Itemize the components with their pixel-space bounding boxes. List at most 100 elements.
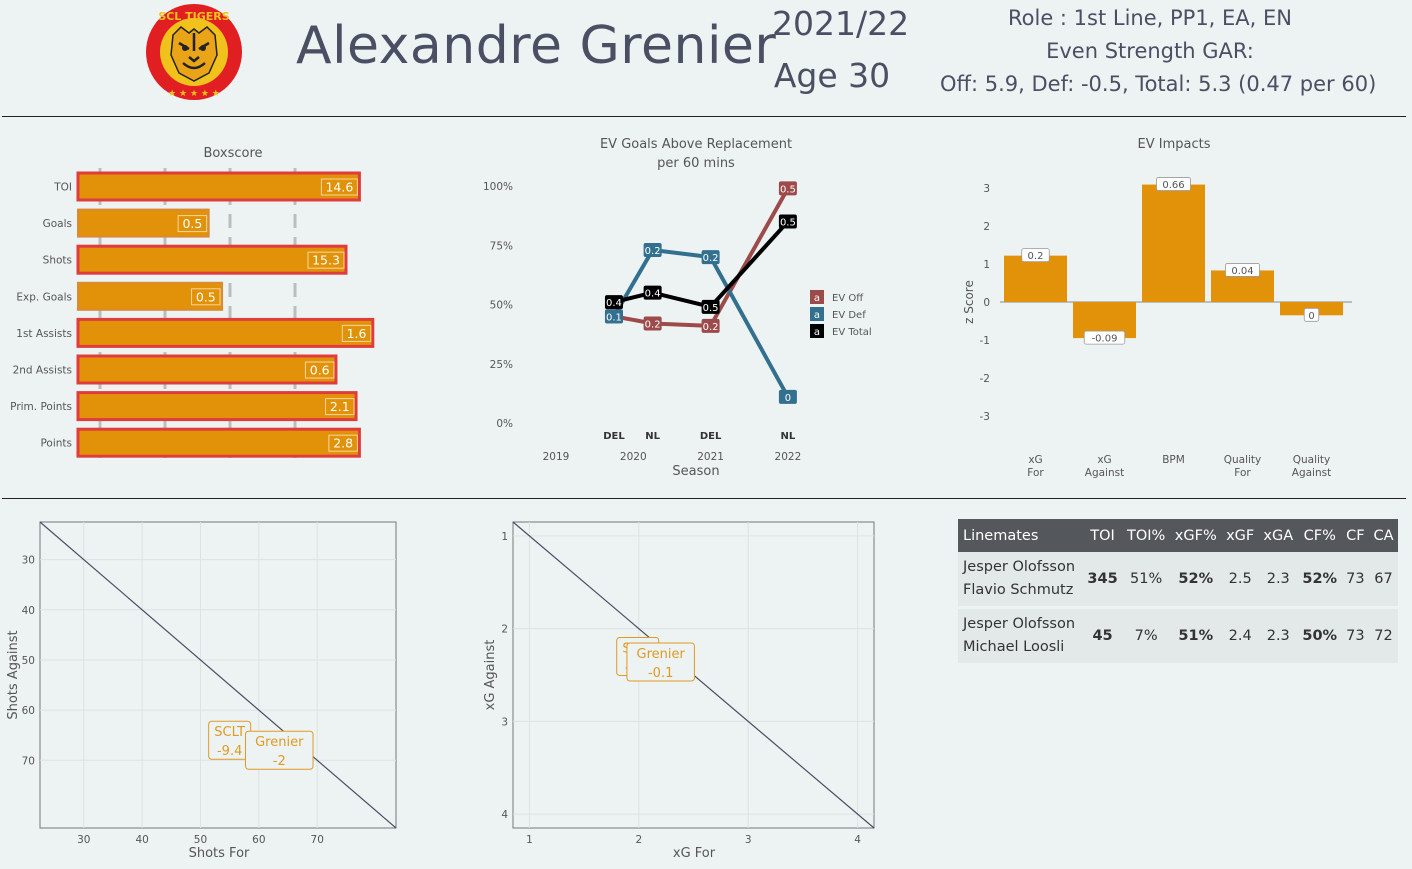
point-name-label: SCLT [214, 725, 245, 740]
series-line [613, 187, 790, 328]
bar [76, 427, 361, 458]
point-name-label: Grenier [255, 735, 304, 750]
bar [1142, 184, 1205, 302]
point-label-box [778, 181, 797, 196]
value-label: 0.6 [310, 363, 330, 378]
value-label: 0.04 [1231, 266, 1253, 277]
category-label: xG [1097, 454, 1111, 466]
x-tick-label: 2022 [775, 451, 802, 463]
point-label-box [643, 242, 662, 257]
value-label: 15.3 [312, 253, 340, 268]
cell-xgf-pct: 51% [1170, 607, 1222, 663]
value-label-box [191, 288, 221, 306]
cell-xga: 2.3 [1258, 607, 1298, 663]
value-label-box [1225, 263, 1260, 277]
col-toi-pct: TOI% [1122, 519, 1171, 552]
legend-label: EV Off [832, 293, 864, 304]
value-label: 0.66 [1162, 180, 1184, 191]
y-tick-label: 0% [496, 418, 513, 430]
bar [76, 391, 358, 422]
col-ca: CA [1369, 519, 1398, 552]
point-label: 0.2 [645, 246, 661, 257]
league-label: DEL [603, 431, 625, 442]
cell-cf-pct: 52% [1297, 552, 1342, 609]
cell-toi: 345 [1082, 552, 1123, 609]
table-row: Jesper Olofsson Flavio Schmutz 345 51% 52… [958, 552, 1398, 609]
gar-legend: a EV Off a EV Def a EV Total [810, 290, 872, 338]
bar [76, 171, 361, 202]
gar-subtitle: per 60 mins [657, 156, 735, 171]
bar [76, 354, 338, 385]
plot-frame [512, 521, 875, 829]
value-label-box [1083, 330, 1126, 345]
impacts-title: EV Impacts [1138, 137, 1211, 152]
divider-top [2, 116, 1406, 117]
point-label-box [701, 318, 720, 333]
value-label-box [1303, 307, 1320, 322]
team-logo: SCL TIGERS ★ ★ ★ ★ ★ [146, 4, 242, 100]
point-label: 0.4 [645, 289, 661, 300]
value-label-box [328, 434, 358, 452]
svg-text:★ ★ ★ ★ ★: ★ ★ ★ ★ ★ [168, 89, 220, 99]
value-label: 0.5 [196, 289, 216, 304]
bar [76, 317, 375, 348]
y-tick-label: 75% [490, 240, 513, 252]
legend-swatch-text: a [814, 310, 820, 321]
role-line: Role : 1st Line, PP1, EA, EN [1007, 6, 1292, 30]
x-tick-label: 30 [77, 834, 90, 846]
gar-heading: Even Strength GAR: [1046, 39, 1254, 63]
y-tick-label: 2 [983, 221, 990, 233]
category-label: Against [1085, 467, 1124, 479]
value-label: 0 [1308, 311, 1314, 322]
x-tick-label: 2 [635, 834, 642, 846]
point-label-box [643, 316, 662, 331]
point-label-box [701, 250, 720, 265]
point-label-box [701, 299, 720, 314]
category-label: Points [40, 438, 72, 450]
series-line [613, 220, 790, 309]
y-tick-label: 1 [983, 259, 990, 271]
table-header-row: Linemates TOI TOI% xGF% xGF xGA CF% CF C… [958, 519, 1398, 552]
category-label: For [1027, 467, 1044, 479]
point-label-box [778, 389, 797, 404]
category-label: BPM [1162, 454, 1185, 466]
cell-xga: 2.3 [1258, 552, 1298, 609]
cell-toi-pct: 7% [1122, 607, 1171, 663]
point-name-label: Grenier [637, 647, 686, 662]
boxscore-bars: TOI 14.6 Goals 0.5 Shots 15.3 Exp. Goals 0.5 1st… [10, 171, 375, 458]
cell-cf: 73 [1341, 607, 1370, 663]
x-tick-label: 60 [252, 834, 265, 846]
legend-swatch [810, 290, 824, 304]
category-label: Against [1292, 467, 1331, 479]
age-label: Age 30 [773, 56, 891, 95]
value-label-box [177, 215, 208, 233]
point-label: 0.2 [645, 319, 661, 330]
bar [76, 244, 348, 275]
linemate-names: Jesper Olofsson Michael Loosli [958, 607, 1083, 663]
point-value-label: -0.1 [648, 666, 673, 681]
league-label: DEL [700, 431, 722, 442]
category-label: Goals [43, 218, 72, 230]
category-label: 2nd Assists [13, 365, 72, 377]
value-label-box [307, 251, 345, 269]
league-label: NL [645, 431, 660, 442]
cell-xgf: 2.5 [1221, 552, 1259, 609]
legend-swatch-text: a [814, 327, 820, 338]
point-label-box [626, 642, 695, 682]
y-tick-label: 4 [501, 809, 508, 821]
cell-cf-pct: 50% [1297, 607, 1342, 663]
impacts-bars: -3-2-101230.2xGFor-0.09xGAgainst0.66BPM0… [980, 177, 1352, 479]
col-toi: TOI [1082, 519, 1123, 552]
point-label-box [604, 295, 623, 310]
cell-ca: 72 [1369, 607, 1398, 663]
legend-label: EV Def [832, 310, 866, 321]
point-label: 0.5 [780, 218, 796, 229]
category-label: Quality [1224, 454, 1262, 466]
col-xgf: xGF [1221, 519, 1259, 552]
category-label: Shots [43, 255, 72, 267]
y-tick-label: 0 [983, 297, 990, 309]
gar-x-axis-label: Season [672, 464, 719, 479]
y-tick-label: -1 [980, 335, 990, 347]
value-label: 2.8 [333, 436, 353, 451]
boxscore-chart: Boxscore TOI 14.6 Goals 0.5 Shots 15.3 Exp. Go… [10, 146, 375, 465]
